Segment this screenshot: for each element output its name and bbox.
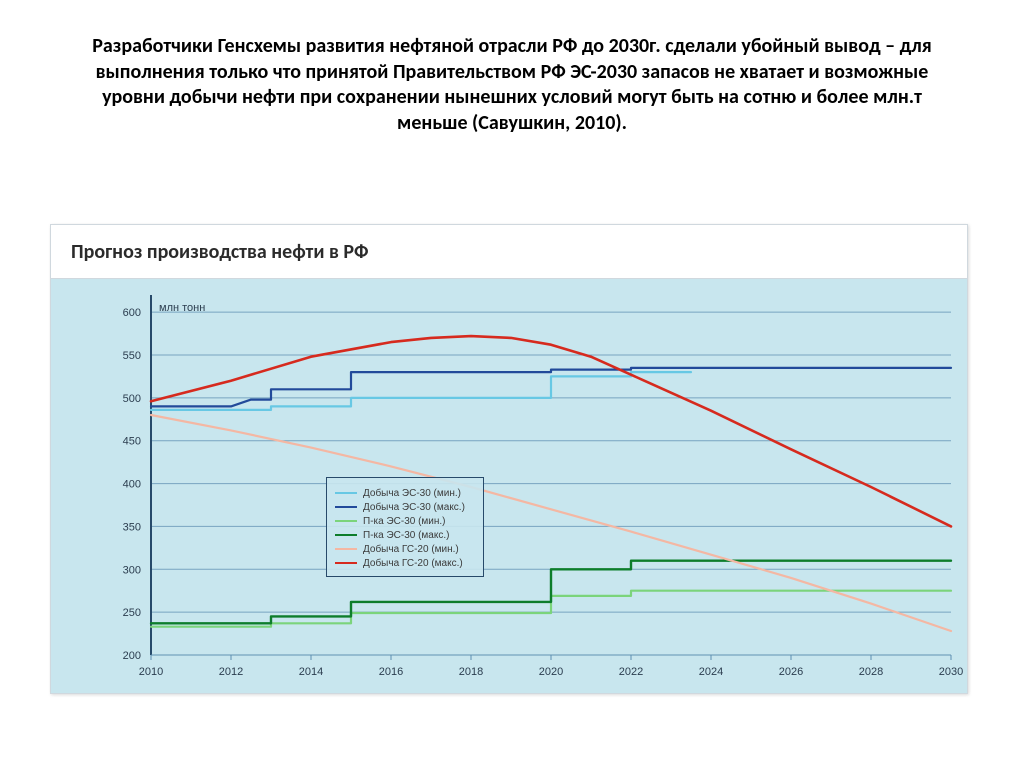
legend-swatch <box>335 492 357 495</box>
chart-container: Прогноз производства нефти в РФ млн тонн… <box>50 224 968 694</box>
legend-item: Добыча ЭС-30 (макс.) <box>335 500 475 514</box>
legend-label: П-ка ЭС-30 (мин.) <box>363 516 446 527</box>
legend: Добыча ЭС-30 (мин.) Добыча ЭС-30 (макс.) П… <box>326 477 484 577</box>
legend-label: Добыча ЭС-30 (макс.) <box>363 502 465 513</box>
legend-item: Добыча ГС-20 (макс.) <box>335 556 475 570</box>
svg-text:млн тонн: млн тонн <box>159 302 205 314</box>
svg-text:2018: 2018 <box>459 666 483 678</box>
svg-text:350: 350 <box>123 521 141 533</box>
legend-label: Добыча ЭС-30 (мин.) <box>363 488 461 499</box>
legend-item: Добыча ЭС-30 (мин.) <box>335 486 475 500</box>
chart-svg: млн тонн 200 250 300 350 400 450 500 550 600 2010 2… <box>51 279 967 693</box>
svg-text:200: 200 <box>123 650 141 662</box>
svg-text:550: 550 <box>123 350 141 362</box>
legend-item: П-ка ЭС-30 (мин.) <box>335 514 475 528</box>
svg-text:2010: 2010 <box>139 666 163 678</box>
slide: Разработчики Генсхемы развития нефтяной … <box>0 0 1024 768</box>
svg-text:500: 500 <box>123 393 141 405</box>
plot-area: млн тонн 200 250 300 350 400 450 500 550 600 2010 2… <box>50 278 968 694</box>
svg-text:450: 450 <box>123 436 141 448</box>
legend-item: Добыча ГС-20 (мин.) <box>335 542 475 556</box>
svg-text:2024: 2024 <box>699 666 723 678</box>
legend-swatch <box>335 506 357 509</box>
svg-text:2014: 2014 <box>299 666 323 678</box>
svg-text:250: 250 <box>123 607 141 619</box>
svg-text:2016: 2016 <box>379 666 403 678</box>
legend-swatch <box>335 534 357 537</box>
legend-swatch <box>335 520 357 523</box>
legend-label: Добыча ГС-20 (макс.) <box>363 558 463 569</box>
legend-label: П-ка ЭС-30 (макс.) <box>363 530 449 541</box>
svg-text:300: 300 <box>123 564 141 576</box>
svg-text:400: 400 <box>123 479 141 491</box>
legend-swatch <box>335 562 357 565</box>
svg-text:2012: 2012 <box>219 666 243 678</box>
legend-label: Добыча ГС-20 (мин.) <box>363 544 459 555</box>
svg-text:2022: 2022 <box>619 666 643 678</box>
legend-swatch <box>335 548 357 551</box>
legend-item: П-ка ЭС-30 (макс.) <box>335 528 475 542</box>
svg-text:600: 600 <box>123 307 141 319</box>
svg-text:2030: 2030 <box>939 666 963 678</box>
slide-title: Разработчики Генсхемы развития нефтяной … <box>80 34 944 136</box>
svg-text:2026: 2026 <box>779 666 803 678</box>
svg-text:2020: 2020 <box>539 666 563 678</box>
svg-text:2028: 2028 <box>859 666 883 678</box>
chart-title: Прогноз производства нефти в РФ <box>50 224 968 278</box>
